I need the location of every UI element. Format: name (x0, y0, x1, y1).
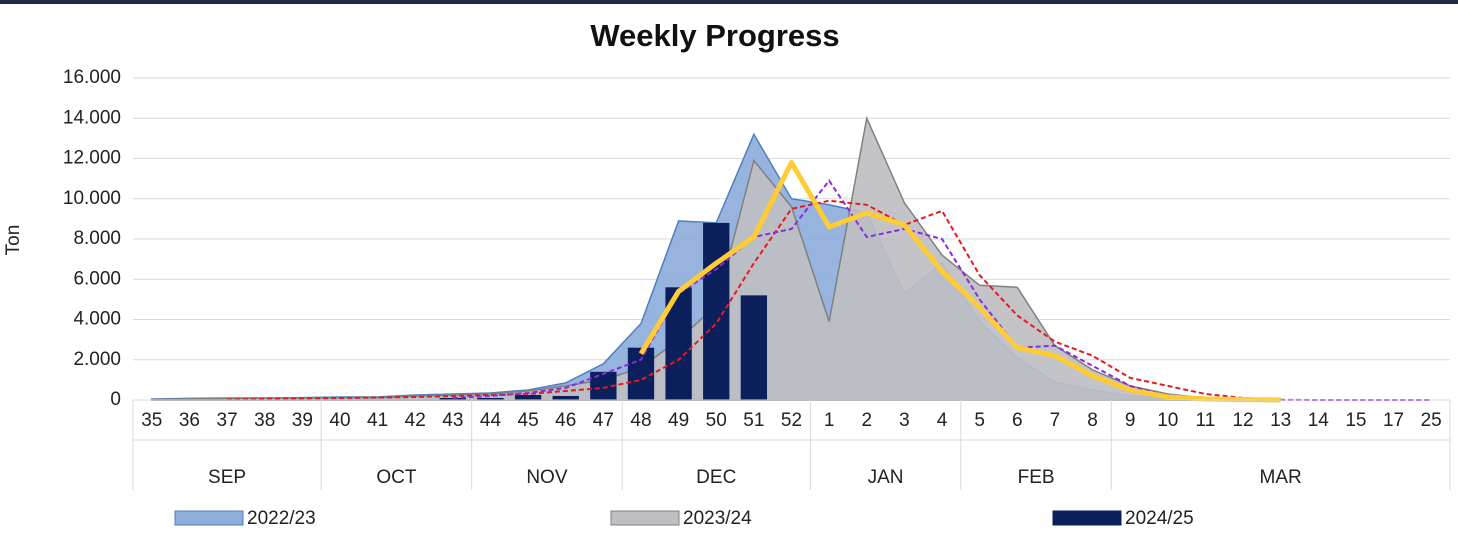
line (638, 160, 1281, 403)
x-tick-label: 47 (593, 410, 614, 431)
y-tick-label: 16.000 (63, 67, 121, 88)
top-bar (0, 0, 1458, 4)
bar (627, 347, 655, 400)
dashed-line (227, 199, 1281, 401)
bar (514, 394, 542, 400)
x-tick-label: 45 (518, 410, 539, 431)
x-tick-label: 5 (974, 410, 985, 431)
legend-swatch (1052, 510, 1122, 526)
y-axis-label: Ton (3, 225, 24, 256)
x-tick-label: 50 (706, 410, 727, 431)
legend-label: 2024/25 (1125, 508, 1194, 529)
x-tick-label: 37 (217, 410, 238, 431)
x-tick-label: 13 (1270, 410, 1291, 431)
x-tick-label: 35 (141, 410, 162, 431)
x-tick-label: 15 (1345, 410, 1366, 431)
x-tick-label: 4 (937, 410, 948, 431)
x-tick-label: 38 (254, 410, 275, 431)
y-tick-label: 4.000 (73, 309, 121, 330)
x-tick-label: 46 (555, 410, 576, 431)
x-tick-label: 40 (329, 410, 350, 431)
x-tick-label: 51 (743, 410, 764, 431)
x-tick-label: 9 (1125, 410, 1136, 431)
x-tick-label: 17 (1383, 410, 1404, 431)
legend-label: 2022/23 (247, 508, 316, 529)
x-tick-label: 44 (480, 410, 502, 431)
x-tick-label: 11 (1196, 410, 1216, 431)
x-tick-label: 14 (1308, 410, 1330, 431)
x-tick-label: 2 (861, 410, 872, 431)
x-tick-label: 36 (179, 410, 200, 431)
legend-swatch (610, 510, 680, 526)
x-tick-label: 3 (899, 410, 910, 431)
group-label: DEC (696, 467, 736, 488)
x-tick-label: 1 (824, 410, 835, 431)
group-label: FEB (1018, 467, 1055, 488)
y-tick-label: 2.000 (73, 349, 121, 370)
group-label: OCT (376, 467, 417, 488)
x-tick-label: 43 (442, 410, 463, 431)
y-tick-label: 8.000 (73, 228, 121, 249)
y-tick-label: 14.000 (63, 107, 121, 128)
bar (740, 295, 768, 400)
group-label: SEP (208, 467, 246, 488)
x-tick-label: 41 (367, 410, 388, 431)
bar (439, 397, 467, 400)
x-tick-label: 10 (1157, 410, 1178, 431)
group-label: MAR (1260, 467, 1302, 488)
x-tick-label: 42 (405, 410, 426, 431)
y-tick-label: 12.000 (63, 148, 121, 169)
x-tick-label: 39 (292, 410, 313, 431)
bar (703, 222, 730, 400)
x-tick-label: 12 (1232, 410, 1253, 431)
legend-label: 2023/24 (683, 508, 752, 529)
y-tick-label: 0 (110, 389, 121, 410)
x-tick-label: 48 (630, 410, 651, 431)
group-label: JAN (868, 467, 904, 488)
x-tick-label: 25 (1421, 410, 1442, 431)
legend-swatch (174, 510, 244, 526)
x-tick-label: 7 (1050, 410, 1061, 431)
x-tick-label: 6 (1012, 410, 1023, 431)
y-tick-label: 10.000 (63, 188, 121, 209)
y-tick-label: 6.000 (73, 268, 121, 289)
group-label: NOV (526, 467, 568, 488)
x-tick-label: 49 (668, 410, 689, 431)
chart-title: Weekly Progress (590, 18, 839, 53)
x-tick-label: 52 (781, 410, 802, 431)
bar (552, 395, 579, 400)
bar (477, 397, 504, 400)
x-tick-label: 8 (1087, 410, 1098, 431)
